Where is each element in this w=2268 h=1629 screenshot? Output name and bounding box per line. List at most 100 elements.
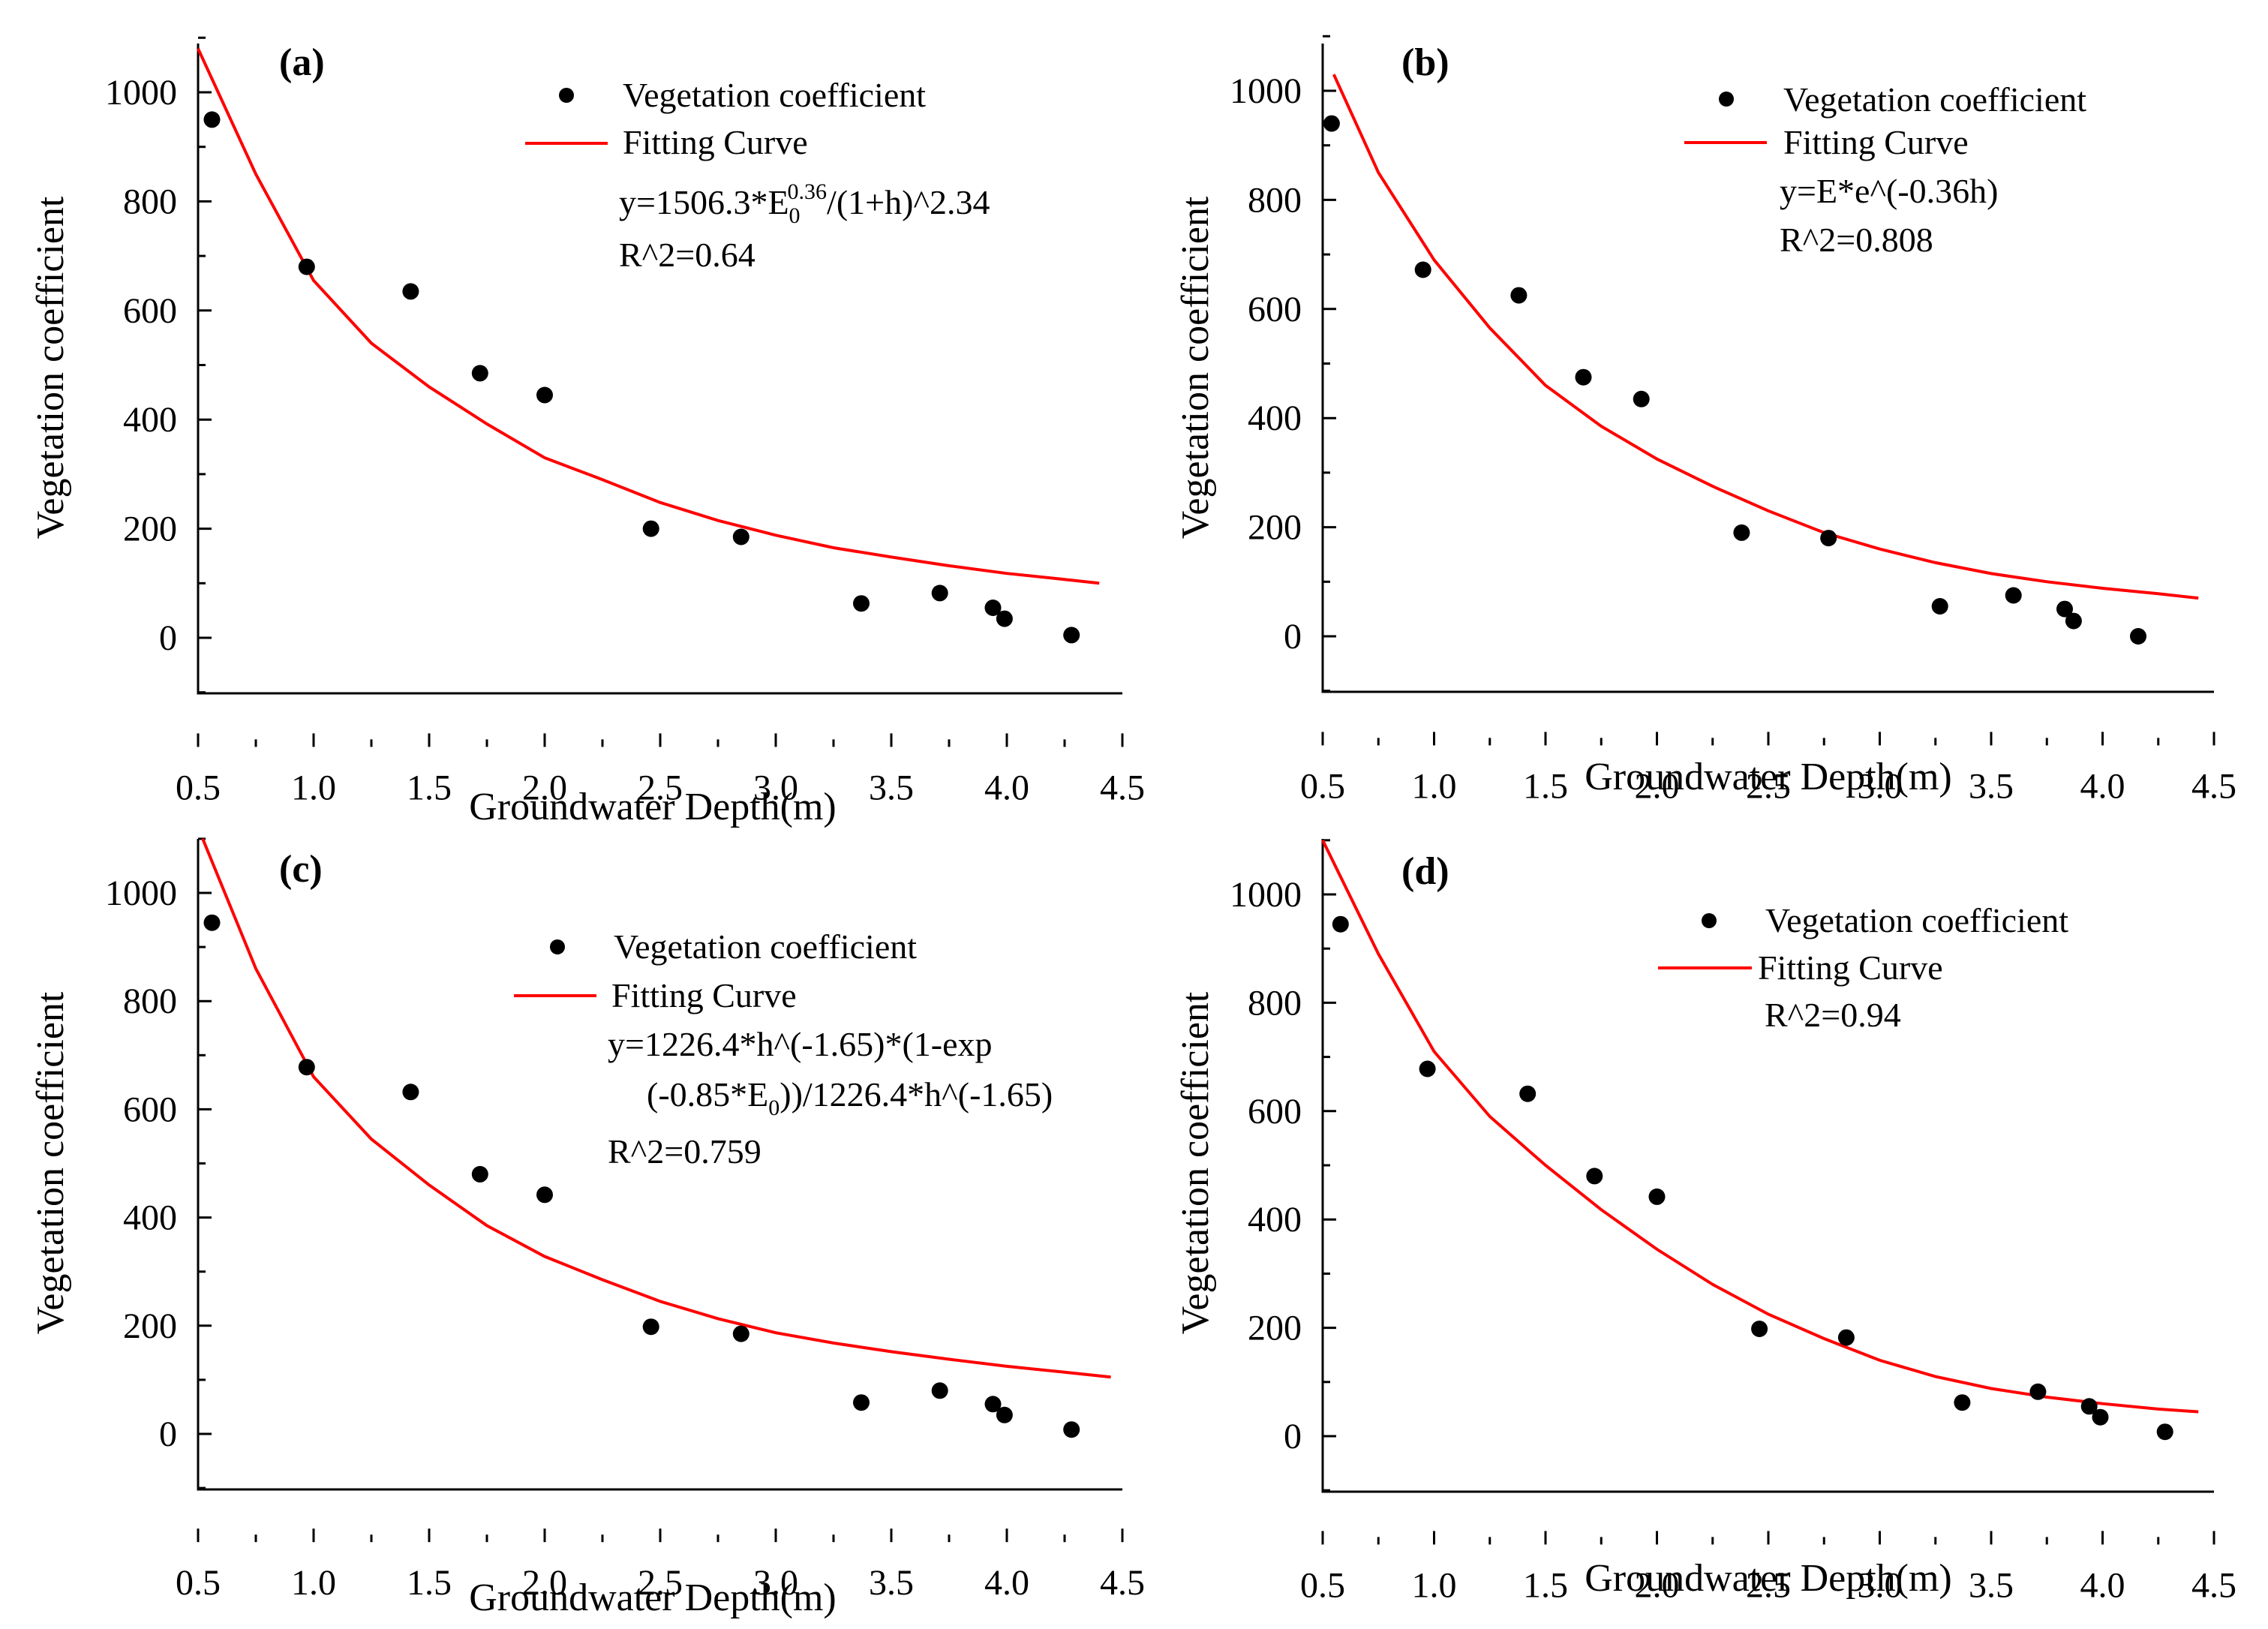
panel-b-legend: Vegetation coefficient Fitting Curve [1684, 80, 2086, 161]
panel-b-y-tick-label: 400 [1248, 398, 1302, 438]
panel-b-data-point [1733, 524, 1750, 541]
panel-c-y-ticks: 0 200 400 600 800 1000 [105, 837, 212, 1489]
panel-b: 0.5 1.0 1.5 2.0 2.5 3.0 3.5 4.0 4.5 0 200 400 600 80… [1174, 35, 2236, 806]
panel-d-fitting-curve [1321, 839, 2199, 1414]
panel-a-data-point [471, 365, 488, 382]
panel-c-x-axis-title: Groundwater Depth(m) [469, 1576, 837, 1619]
panel-b-equation: y=E*e^(-0.36h) [1780, 172, 1999, 210]
panel-c-data-point [996, 1406, 1013, 1423]
panel-c-data-point [536, 1186, 553, 1204]
panel-a-legend-points-label: Vegetation coefficient [623, 76, 926, 114]
panel-b-legend-point-marker [1719, 92, 1734, 107]
panel-c-data-point [471, 1165, 488, 1183]
panel-a-label: (a) [279, 41, 325, 84]
panel-d-x-tick-label: 4.0 [2080, 1565, 2125, 1605]
panel-a-legend: Vegetation coefficient Fitting Curve [525, 76, 926, 161]
panel-a-x-ticks: 0.5 1.0 1.5 2.0 2.5 3.0 3.5 4.0 4.5 [176, 733, 1145, 807]
panel-a-data-points [203, 111, 1080, 644]
panel-a-data-point [931, 585, 948, 602]
panel-a-legend-point-marker [559, 88, 574, 103]
panel-c-y-tick-label: 800 [123, 981, 177, 1021]
panel-b-x-ticks: 0.5 1.0 1.5 2.0 2.5 3.0 3.5 4.0 4.5 [1300, 732, 2236, 806]
panel-b-y-axis-title: Vegetation coefficient [1174, 196, 1217, 539]
panel-c-legend: Vegetation coefficient Fitting Curve [514, 927, 917, 1014]
panel-a-y-tick-label: 800 [123, 182, 177, 221]
panel-c-x-tick-label: 2.0 [522, 1563, 567, 1603]
panel-c-x-tick-label: 3.0 [753, 1563, 798, 1603]
panel-c-y-axis-title: Vegetation coefficient [29, 991, 72, 1334]
panel-d-x-tick-label: 2.5 [1746, 1565, 1791, 1605]
panel-c-data-point [1063, 1421, 1080, 1438]
panel-a-r-squared: R^2=0.64 [619, 236, 755, 274]
panel-b-data-point [1414, 261, 1431, 278]
panel-a-data-point [402, 283, 419, 300]
panel-b-x-tick-label: 4.5 [2191, 766, 2236, 806]
panel-a-data-point [732, 528, 749, 546]
panel-d-y-tick-label: 0 [1284, 1417, 1302, 1456]
panel-a-y-tick-label: 600 [123, 291, 177, 331]
panel-b-data-points [1323, 115, 2146, 645]
panel-b-data-point [2130, 628, 2146, 645]
panel-c-legend-points-label: Vegetation coefficient [614, 927, 917, 966]
panel-a-data-point [298, 258, 315, 275]
panel-c-x-tick-label: 4.0 [984, 1563, 1029, 1603]
panel-d-y-tick-label: 200 [1248, 1309, 1302, 1348]
panel-a-x-tick-label: 4.0 [984, 768, 1029, 807]
panel-c-data-point [853, 1394, 870, 1411]
panel-b-legend-curve-label: Fitting Curve [1783, 123, 1969, 161]
panel-c-x-tick-label: 2.5 [638, 1563, 683, 1603]
panel-a-y-axis-title: Vegetation coefficient [29, 196, 72, 539]
panel-b-data-point [1510, 287, 1528, 304]
panel-a-data-point [996, 610, 1013, 627]
panel-c-data-point [298, 1059, 315, 1076]
panel-c-data-points [203, 914, 1080, 1438]
panel-b-x-tick-label: 1.5 [1523, 766, 1568, 806]
panel-a-fitting-curve [197, 47, 1100, 585]
panel-d-data-point [1519, 1085, 1537, 1102]
panel-c-data-point [642, 1318, 659, 1336]
panel-d-data-point [1751, 1321, 1768, 1337]
panel-b-r-squared: R^2=0.808 [1780, 221, 1933, 259]
panel-b-x-tick-label: 0.5 [1300, 766, 1345, 806]
panel-d-legend-points-label: Vegetation coefficient [1765, 901, 2068, 939]
panel-d-x-tick-label: 4.5 [2191, 1565, 2236, 1605]
panel-d-legend: Vegetation coefficient Fitting Curve [1658, 901, 2068, 987]
panel-c-x-tick-label: 4.5 [1100, 1563, 1145, 1603]
panel-b-data-point [2005, 587, 2022, 604]
panel-b-x-tick-label: 4.0 [2080, 766, 2125, 806]
panel-d-data-point [1648, 1188, 1666, 1205]
panel-b-x-tick-label: 2.0 [1635, 766, 1680, 806]
panel-d-r-squared: R^2=0.94 [1765, 996, 1901, 1034]
panel-c-fitting-curve [201, 838, 1111, 1379]
panel-a-x-tick-label: 1.5 [407, 768, 452, 807]
panel-d-x-axis-title: Groundwater Depth(m) [1585, 1557, 1952, 1600]
panel-b-x-tick-label: 2.5 [1746, 766, 1791, 806]
panel-d-y-ticks: 0 200 400 600 800 1000 [1230, 839, 1336, 1492]
panel-b-x-tick-label: 1.0 [1412, 766, 1457, 806]
panel-d-data-point [1586, 1168, 1603, 1185]
panel-d-x-tick-label: 3.5 [1969, 1565, 2014, 1605]
panel-a-x-tick-label: 0.5 [176, 768, 221, 807]
panel-d-legend-point-marker [1702, 913, 1717, 928]
panel-d-data-point [2156, 1423, 2173, 1441]
panel-d-x-tick-label: 3.0 [1858, 1565, 1903, 1605]
panel-a-x-tick-label: 1.0 [291, 768, 336, 807]
panel-a-data-point [203, 111, 221, 128]
panel-d-data-point [1419, 1060, 1436, 1077]
panel-b-y-ticks: 0 200 400 600 800 1000 [1230, 35, 1336, 693]
panel-d-y-axis-title: Vegetation coefficient [1174, 991, 1217, 1334]
panel-c-y-tick-label: 600 [123, 1090, 177, 1129]
panel-b-label: (b) [1401, 41, 1449, 84]
panel-c-data-point [931, 1382, 948, 1399]
panel-d-x-tick-label: 0.5 [1300, 1565, 1345, 1605]
panel-d-label: (d) [1401, 850, 1449, 893]
panel-a-y-tick-label: 1000 [105, 73, 177, 113]
panel-b-x-tick-label: 3.0 [1858, 766, 1903, 806]
panel-a-y-tick-label: 400 [123, 400, 177, 440]
panel-b-data-point [1633, 390, 1650, 407]
panel-a-data-point [642, 520, 659, 537]
panel-a-x-tick-label: 2.5 [638, 768, 683, 807]
panel-c-x-tick-label: 0.5 [176, 1563, 221, 1603]
panel-d-x-tick-label: 1.0 [1412, 1565, 1457, 1605]
